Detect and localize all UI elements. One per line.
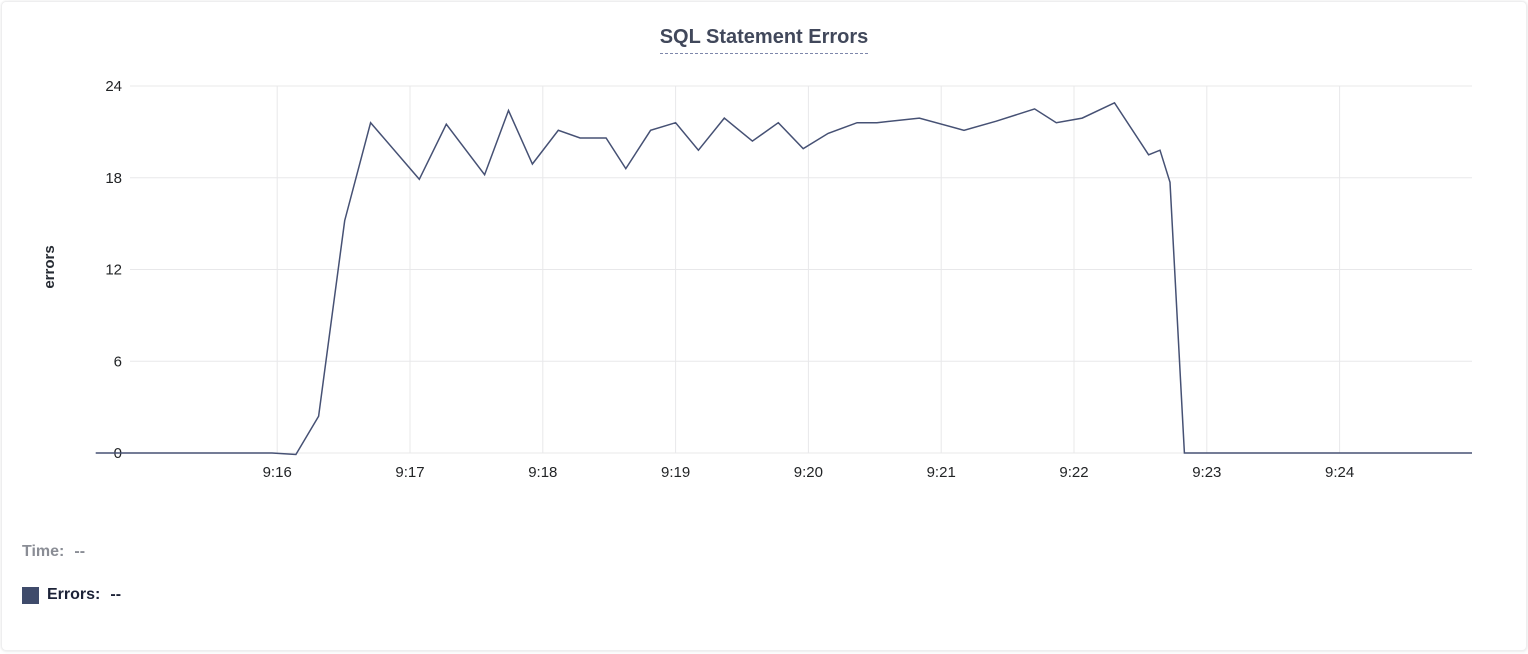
svg-text:9:24: 9:24	[1325, 464, 1354, 481]
svg-text:9:18: 9:18	[528, 464, 557, 481]
svg-text:9:17: 9:17	[395, 464, 424, 481]
svg-text:9:20: 9:20	[794, 464, 823, 481]
svg-text:12: 12	[105, 262, 122, 279]
svg-text:24: 24	[105, 78, 122, 95]
svg-text:errors: errors	[41, 245, 58, 288]
svg-text:9:21: 9:21	[927, 464, 956, 481]
svg-text:6: 6	[114, 353, 122, 370]
svg-text:9:19: 9:19	[661, 464, 690, 481]
svg-text:9:22: 9:22	[1059, 464, 1088, 481]
svg-text:9:23: 9:23	[1192, 464, 1221, 481]
svg-text:9:16: 9:16	[263, 464, 292, 481]
svg-text:18: 18	[105, 170, 122, 187]
